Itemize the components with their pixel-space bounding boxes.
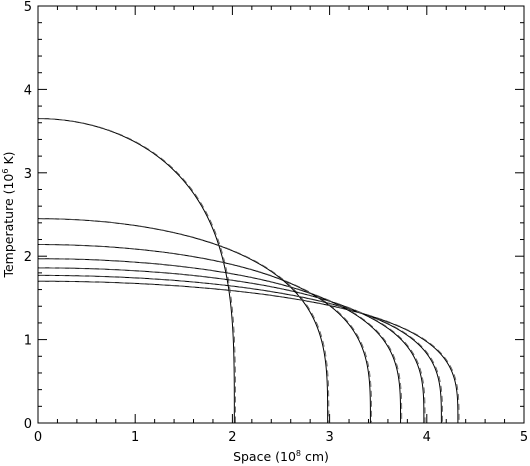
temperature-curve-dashed-3: [39, 244, 373, 423]
y-tick-label: 2: [24, 250, 32, 265]
x-tick-label: 5: [520, 430, 528, 445]
y-tick-label: 3: [24, 167, 32, 182]
series-curves: [37, 118, 460, 423]
plot-frame: [37, 5, 525, 424]
temperature-curve-1: [37, 118, 235, 423]
x-tick-label: 3: [325, 430, 333, 445]
y-axis-label: Temperature (106 K): [1, 151, 16, 278]
x-axis-ticks: 0 1 2 3 4 5: [34, 6, 528, 445]
x-axis-label: Space (108 cm): [233, 449, 329, 464]
x-tick-label: 4: [423, 430, 431, 445]
y-tick-label: 0: [24, 417, 32, 432]
temperature-curve-6: [37, 274, 442, 423]
temperature-curve-dashed-6: [39, 274, 443, 423]
temperature-curve-2: [37, 218, 329, 423]
y-tick-label: 5: [24, 0, 32, 15]
temperature-curve-dashed-1: [39, 118, 236, 423]
y-tick-label: 1: [24, 334, 32, 349]
y-axis-ticks: 0 1 2 3 4 5: [24, 0, 524, 432]
temperature-curve-4: [37, 258, 402, 423]
temperature-curve-dashed-4: [39, 258, 403, 423]
x-tick-label: 2: [228, 430, 236, 445]
y-tick-label: 4: [24, 83, 32, 98]
temperature-curve-7: [38, 280, 459, 423]
temperature-curve-dashed-5: [39, 267, 426, 423]
temperature-curve-dashed-2: [39, 218, 330, 423]
x-tick-label: 0: [34, 430, 42, 445]
temperature-curve-5: [38, 267, 425, 423]
x-tick-label: 1: [131, 430, 139, 445]
temperature-curve-dashed-7: [39, 280, 460, 423]
